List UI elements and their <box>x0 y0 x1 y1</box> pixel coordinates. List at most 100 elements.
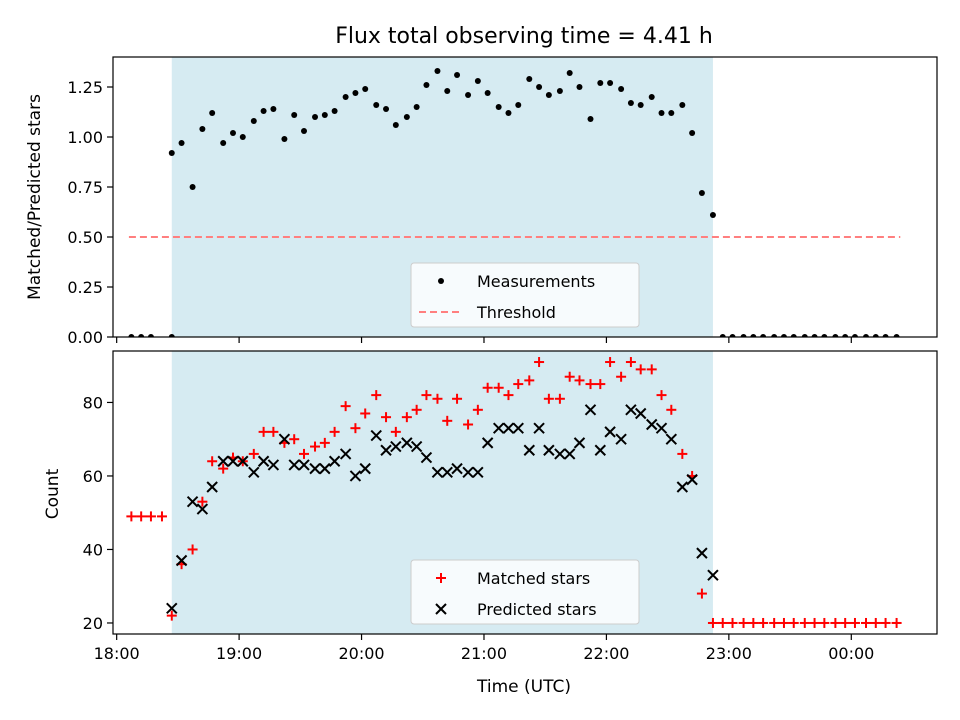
x-marker-b <box>237 455 249 467</box>
x-marker-b <box>196 503 209 515</box>
predicted-stars-point <box>462 466 474 478</box>
matched-stars-point <box>136 511 147 522</box>
predicted-stars-point <box>594 444 607 456</box>
predicted-stars-point <box>390 440 402 453</box>
matched-stars-point <box>625 357 636 368</box>
measurement-point <box>536 84 543 90</box>
x-marker-b <box>390 440 402 453</box>
y-tick-label: 0.25 <box>67 278 103 297</box>
measurement-point <box>423 82 430 88</box>
measurement-point <box>495 104 502 110</box>
x-marker-b <box>267 459 280 471</box>
measurement-point <box>627 100 634 106</box>
x-marker-b <box>655 422 668 434</box>
axes-frame <box>112 56 938 338</box>
x-marker-b <box>451 462 463 475</box>
x-marker-b <box>462 466 474 478</box>
x-marker-b <box>523 444 535 456</box>
measurement-point <box>679 102 686 108</box>
x-marker-b <box>594 444 607 456</box>
measurement-point <box>566 70 573 76</box>
legend: Matched stars Predicted stars <box>410 559 640 625</box>
predicted-stars-point <box>175 554 188 567</box>
x-marker-b <box>370 429 382 442</box>
matched-stars-point <box>268 426 279 437</box>
predicted-stars-point <box>319 462 331 475</box>
matched-stars-point <box>748 617 759 628</box>
predicted-stars-point <box>380 444 392 456</box>
matched-stars-point <box>524 375 535 386</box>
predicted-stars-point <box>492 422 505 434</box>
matched-stars-point <box>452 393 463 404</box>
measurement-point <box>648 94 655 100</box>
x-marker-b <box>492 422 505 434</box>
matched-stars-point <box>543 393 554 404</box>
x-marker-b <box>502 422 515 434</box>
x-marker-b <box>359 462 371 475</box>
y-tick-label: 0.75 <box>67 178 103 197</box>
x-marker-b <box>676 481 689 493</box>
legend-x-b <box>435 603 447 615</box>
measurement-point <box>209 110 216 116</box>
matched-stars-point <box>574 375 585 386</box>
x-marker-b <box>309 462 321 475</box>
measurement-point <box>444 88 451 94</box>
x-tick-label: 19:00 <box>216 644 262 663</box>
x-marker-b <box>328 455 341 467</box>
x-marker-b <box>431 466 444 478</box>
matched-stars-point <box>696 588 707 599</box>
measurement-point <box>545 92 552 98</box>
measurement-point <box>383 106 390 112</box>
measurement-point <box>312 114 319 120</box>
predicted-stars-point <box>554 448 566 460</box>
x-marker-b <box>257 455 270 467</box>
x-marker-b <box>584 404 597 416</box>
predicted-stars-point <box>451 462 463 475</box>
predicted-stars-point <box>696 547 708 559</box>
measurement-point <box>260 108 267 114</box>
matched-stars-point <box>248 448 259 459</box>
matched-stars-point <box>677 448 688 459</box>
matched-stars-point <box>656 390 667 401</box>
measurement-point <box>576 84 583 90</box>
measurement-point <box>618 86 625 92</box>
measurement-point <box>239 134 246 140</box>
legend: Measurements Threshold <box>410 262 640 328</box>
measurement-point <box>893 334 900 337</box>
matched-stars-point <box>880 617 891 628</box>
predicted-stars-point <box>676 481 689 493</box>
measurement-point <box>281 136 288 142</box>
predicted-stars-point <box>563 448 576 460</box>
x-marker-b <box>646 418 658 431</box>
measurement-point <box>771 334 778 337</box>
matched-stars-point <box>666 404 677 415</box>
matched-stars-point <box>738 617 749 628</box>
x-marker-b <box>573 437 586 449</box>
top-panel: 0.00 0.25 0.50 0.75 1.00 1.25 Measurements Thre… <box>67 56 938 347</box>
x-tick-label: 22:00 <box>583 644 629 663</box>
predicted-stars-point <box>655 422 668 434</box>
y-tick-label: 1.25 <box>67 78 103 97</box>
matched-stars-point <box>482 382 493 393</box>
matched-stars-point <box>513 379 524 390</box>
matched-stars-point <box>218 463 229 474</box>
x-tick-label: 18:00 <box>94 644 140 663</box>
measurement-point <box>168 150 175 156</box>
measurement-point <box>373 102 380 108</box>
measurement-point <box>637 102 644 108</box>
predicted-stars-point <box>339 448 352 460</box>
measurement-point <box>862 334 869 337</box>
matched-stars-point <box>329 426 340 437</box>
legend-x-marker <box>435 603 447 615</box>
matched-stars-point <box>126 511 137 522</box>
measurement-point <box>750 334 757 337</box>
x-marker-b <box>686 473 698 486</box>
matched-stars-point <box>258 426 269 437</box>
y-tick-label: 1.00 <box>67 128 103 147</box>
matched-stars-point <box>534 357 545 368</box>
measurement-point <box>220 140 227 146</box>
x-marker-b <box>472 466 484 478</box>
measurement-point <box>403 114 410 120</box>
measurement-point <box>189 184 196 190</box>
measurement-point <box>199 126 206 132</box>
